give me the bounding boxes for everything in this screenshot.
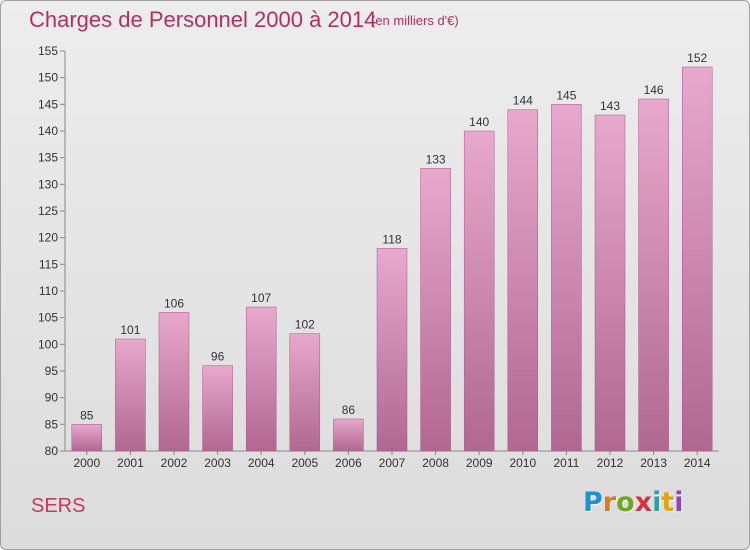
bar-2000 [71,424,103,452]
bar-2006 [333,418,364,452]
x-tick-label-2000: 2000 [73,456,100,470]
x-tick-label-2005: 2005 [291,456,318,470]
bars [71,66,713,452]
x-tick-label-2007: 2007 [379,456,406,470]
y-tick-label: 120 [38,231,58,245]
bar-2011 [551,104,582,452]
data-label-2007: 118 [382,232,401,246]
data-label-2000: 85 [80,408,94,422]
data-label-2008: 133 [426,152,446,166]
bar-2003 [202,365,233,452]
data-label-2003: 96 [211,350,225,364]
bar-2005 [289,333,321,452]
x-tick-label-2013: 2013 [640,456,667,470]
commune-name: SERS [31,495,86,517]
chart-subtitle: (en milliers d'€) [371,13,459,28]
y-tick-label: 80 [45,444,59,458]
x-tick-label-2012: 2012 [597,456,624,470]
y-tick-label: 105 [38,311,58,325]
bar-2002 [158,312,190,452]
y-tick-label: 110 [39,284,58,298]
y-tick-label: 115 [39,257,58,271]
data-label-2010: 144 [513,94,533,108]
bar-2009 [463,130,495,452]
bar-2007 [376,248,408,452]
data-label-2001: 101 [120,323,140,337]
bar-2013 [638,98,669,452]
data-label-2013: 146 [644,83,664,97]
data-label-2006: 86 [342,403,356,417]
y-tick-label: 155 [38,44,58,58]
x-tick-label-2009: 2009 [466,456,493,470]
bar-2010 [507,109,539,452]
bar-2012 [594,114,626,452]
proxiti-logo[interactable]: Proxiti [583,487,684,518]
y-tick-label: 150 [38,71,58,85]
x-tick-label-2004: 2004 [248,456,275,470]
x-tick-label-2002: 2002 [161,456,188,470]
bar-2014 [681,66,713,452]
y-tick-label: 90 [45,391,59,405]
data-label-2011: 145 [556,88,576,102]
y-tick-label: 85 [45,417,59,431]
data-label-2009: 140 [469,115,489,129]
axes: 80 85 90 95 100 105 110 115 120 125 130 135 140 145 15… [38,44,719,470]
data-label-2012: 143 [600,99,620,113]
data-label-2005: 102 [295,318,315,332]
x-tick-label-2006: 2006 [335,456,362,470]
x-tick-label-2011: 2011 [553,456,579,470]
x-tick-label-2001: 2001 [117,456,144,470]
x-tick-label-2010: 2010 [509,456,536,470]
y-tick-label: 135 [38,151,58,165]
x-tick-label-2014: 2014 [684,456,711,470]
y-tick-label: 100 [38,337,58,351]
y-tick-label: 125 [38,204,58,218]
bar-2008 [420,168,451,452]
y-tick-label: 140 [38,124,58,138]
data-label-2014: 152 [687,51,707,65]
bar-2004 [245,306,277,452]
y-tick-label: 95 [45,364,59,378]
chart-title: Charges de Personnel 2000 à 2014 [29,7,377,32]
x-tick-label-2008: 2008 [422,456,449,470]
x-tick-label-2003: 2003 [204,456,231,470]
data-label-2002: 106 [164,296,184,310]
y-tick-label: 130 [38,177,58,191]
bar-2001 [115,338,146,452]
data-label-2004: 107 [251,291,271,305]
y-tick-label: 145 [38,97,58,111]
data-labels: 85 101 106 96 107 102 86 118 133 140 144 145 143 146 1… [80,51,707,422]
